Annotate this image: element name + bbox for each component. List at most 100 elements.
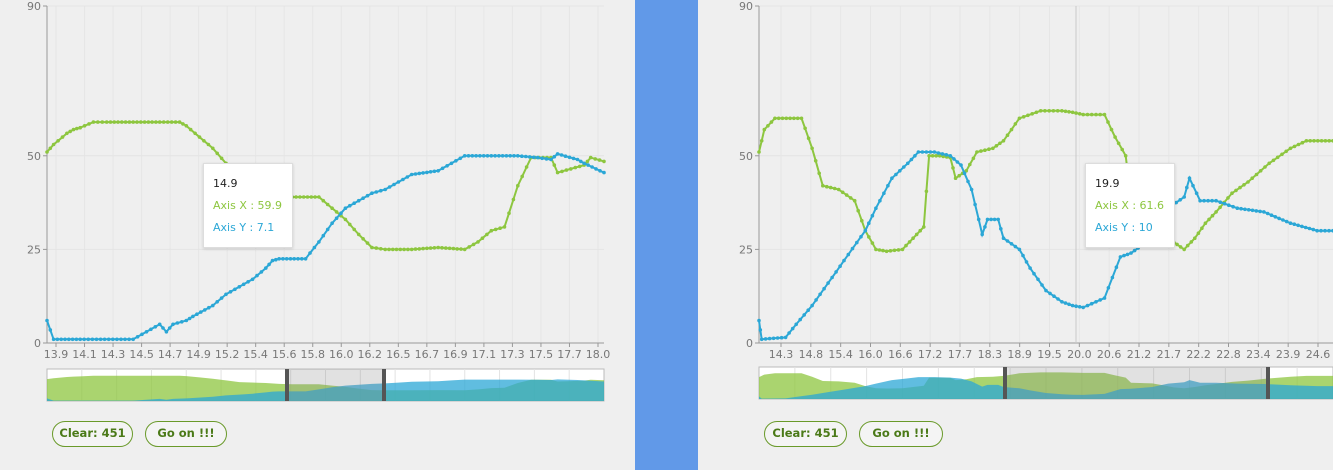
tooltip-title: 14.9 xyxy=(213,177,238,190)
data-point xyxy=(127,120,132,124)
data-point xyxy=(769,120,774,124)
go-on-button[interactable]: Go on !!! xyxy=(859,421,943,447)
data-point xyxy=(370,245,374,250)
data-point xyxy=(1034,110,1039,115)
data-point xyxy=(799,116,804,121)
data-point xyxy=(142,120,147,124)
data-point xyxy=(352,227,357,232)
data-point xyxy=(74,337,79,342)
tooltip-axis-x: Axis X : 61.6 xyxy=(1095,199,1165,212)
data-point xyxy=(1319,139,1324,143)
data-point xyxy=(822,286,826,291)
data-point xyxy=(1081,305,1085,310)
x-tick-label: 15.4 xyxy=(828,348,853,361)
y-tick-label: 90 xyxy=(739,0,753,13)
data-point xyxy=(863,228,868,233)
data-point xyxy=(909,157,914,162)
data-point xyxy=(771,336,776,341)
data-point xyxy=(82,337,86,342)
data-point xyxy=(94,337,99,342)
x-tick-label: 17.1 xyxy=(472,348,497,361)
data-point xyxy=(511,197,516,202)
data-point xyxy=(1280,152,1284,157)
data-point xyxy=(894,172,898,177)
data-point xyxy=(343,206,348,210)
data-point xyxy=(902,165,906,169)
data-point xyxy=(994,144,999,148)
clear-button[interactable]: Clear: 451 xyxy=(764,421,847,447)
data-point xyxy=(575,157,580,162)
navigator xyxy=(46,368,605,402)
data-point xyxy=(1319,228,1323,233)
data-point xyxy=(250,277,255,282)
data-point xyxy=(1123,154,1128,158)
data-point xyxy=(476,240,480,244)
data-point xyxy=(387,247,391,252)
data-point xyxy=(870,213,875,218)
data-point xyxy=(881,248,885,253)
data-point xyxy=(1077,112,1082,116)
data-point xyxy=(1203,221,1208,225)
data-point xyxy=(1063,109,1068,114)
x-tick-label: 16.0 xyxy=(858,348,883,361)
data-point xyxy=(292,257,297,261)
data-point xyxy=(828,185,833,190)
data-point xyxy=(421,246,425,251)
data-point xyxy=(924,189,929,194)
data-point xyxy=(1239,206,1243,211)
go-on-button[interactable]: Go on !!! xyxy=(145,421,227,447)
data-point xyxy=(313,195,317,199)
data-point xyxy=(855,240,859,245)
data-point xyxy=(417,247,422,251)
data-point xyxy=(379,247,383,251)
data-point xyxy=(102,337,107,342)
data-point xyxy=(516,154,520,158)
data-point xyxy=(277,257,281,261)
data-point xyxy=(795,116,800,121)
x-tick-label: 17.7 xyxy=(557,348,582,361)
data-point xyxy=(425,246,429,251)
data-point xyxy=(325,227,330,232)
data-point xyxy=(874,247,878,252)
data-point xyxy=(413,172,418,176)
data-point xyxy=(1074,111,1078,115)
data-point xyxy=(1070,303,1075,308)
data-point xyxy=(398,247,403,252)
data-point xyxy=(892,248,897,253)
data-point xyxy=(78,337,82,342)
data-point xyxy=(602,159,606,164)
data-point xyxy=(1074,304,1078,309)
data-point xyxy=(1254,209,1259,213)
data-point xyxy=(1273,215,1278,219)
tooltip-axis-y: Axis Y : 10 xyxy=(1095,221,1153,234)
data-point xyxy=(169,120,174,124)
data-point xyxy=(975,150,979,154)
data-point xyxy=(191,314,195,319)
data-point xyxy=(55,337,60,342)
data-point xyxy=(1214,198,1218,203)
data-point xyxy=(203,308,207,312)
data-point xyxy=(911,236,915,240)
data-point xyxy=(531,155,536,160)
data-point xyxy=(339,211,343,215)
data-point xyxy=(1243,207,1247,212)
data-point xyxy=(1114,265,1119,270)
data-point xyxy=(115,337,119,342)
navigator-handle-left xyxy=(1003,367,1007,399)
data-point xyxy=(106,337,111,342)
data-point xyxy=(759,337,764,342)
data-point xyxy=(1051,109,1056,113)
clear-button[interactable]: Clear: 451 xyxy=(52,421,133,447)
data-point xyxy=(127,337,131,342)
data-point xyxy=(444,246,448,250)
chart-panel-left: 0 25 50 90 13.9 14.1 14.3 14.5 14.7 14.9 15.2 15.4 1… xyxy=(0,0,635,470)
data-point xyxy=(317,195,321,199)
data-point xyxy=(370,191,374,195)
data-point xyxy=(1238,185,1242,190)
data-point xyxy=(1303,225,1308,230)
data-point xyxy=(524,154,528,159)
data-point xyxy=(413,247,418,251)
y-tick-label: 25 xyxy=(739,243,753,256)
data-point xyxy=(1207,217,1211,222)
data-point xyxy=(794,322,798,327)
